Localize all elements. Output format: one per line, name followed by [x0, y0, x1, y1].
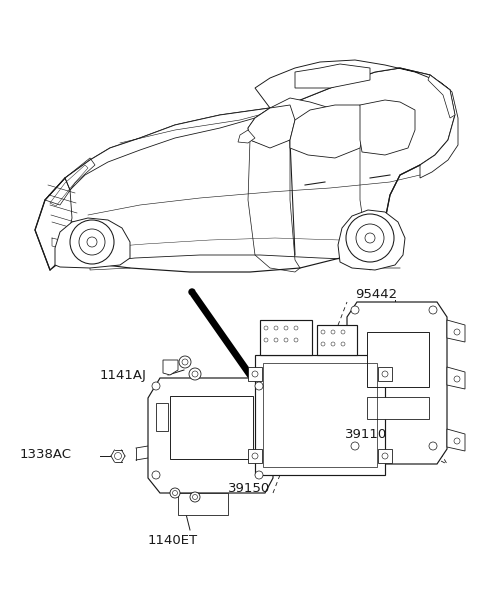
Bar: [170, 396, 253, 459]
Circle shape: [294, 338, 298, 342]
Polygon shape: [360, 100, 415, 155]
Circle shape: [152, 382, 160, 390]
Circle shape: [454, 376, 460, 382]
Circle shape: [172, 490, 178, 496]
Bar: [378, 367, 392, 381]
Bar: [317, 325, 357, 355]
Bar: [367, 397, 429, 419]
Circle shape: [341, 330, 345, 334]
Polygon shape: [55, 218, 130, 268]
Bar: [260, 320, 312, 355]
Text: 1141AJ: 1141AJ: [100, 368, 147, 382]
Circle shape: [255, 471, 263, 479]
Text: 39150: 39150: [228, 482, 270, 494]
Circle shape: [454, 329, 460, 335]
Bar: [378, 449, 392, 463]
Circle shape: [321, 330, 325, 334]
Circle shape: [284, 326, 288, 330]
Circle shape: [331, 330, 335, 334]
Bar: [156, 403, 168, 431]
Circle shape: [87, 237, 97, 247]
Bar: [367, 332, 429, 387]
Polygon shape: [65, 108, 270, 190]
Polygon shape: [347, 302, 447, 464]
Circle shape: [264, 326, 268, 330]
Circle shape: [274, 338, 278, 342]
Circle shape: [152, 471, 160, 479]
Circle shape: [351, 306, 359, 314]
Polygon shape: [447, 320, 465, 342]
Circle shape: [382, 371, 388, 377]
Circle shape: [182, 359, 188, 365]
Polygon shape: [447, 367, 465, 389]
Polygon shape: [248, 98, 330, 145]
Bar: [255, 355, 385, 475]
Circle shape: [429, 442, 437, 450]
Bar: [248, 449, 262, 463]
Polygon shape: [447, 429, 465, 451]
Polygon shape: [35, 68, 455, 272]
Circle shape: [341, 342, 345, 346]
Polygon shape: [163, 360, 178, 375]
Circle shape: [321, 342, 325, 346]
Circle shape: [115, 452, 121, 459]
Polygon shape: [248, 105, 295, 148]
Polygon shape: [428, 75, 455, 118]
Bar: [263, 363, 377, 467]
Circle shape: [252, 371, 258, 377]
Polygon shape: [420, 90, 458, 178]
Polygon shape: [238, 130, 255, 143]
Circle shape: [170, 488, 180, 498]
Polygon shape: [290, 105, 365, 158]
Text: 39110: 39110: [345, 429, 387, 441]
Polygon shape: [148, 378, 273, 493]
Circle shape: [190, 492, 200, 502]
Circle shape: [351, 442, 359, 450]
Circle shape: [79, 229, 105, 255]
Circle shape: [346, 214, 394, 262]
Circle shape: [252, 453, 258, 459]
Circle shape: [264, 338, 268, 342]
Text: 1338AC: 1338AC: [20, 449, 72, 461]
Circle shape: [189, 289, 195, 295]
Circle shape: [284, 338, 288, 342]
Circle shape: [179, 356, 191, 368]
Circle shape: [189, 368, 201, 380]
Circle shape: [429, 306, 437, 314]
Polygon shape: [338, 210, 405, 270]
Circle shape: [255, 382, 263, 390]
Circle shape: [365, 233, 375, 243]
Bar: [178, 493, 228, 515]
Polygon shape: [295, 64, 370, 88]
Circle shape: [192, 371, 198, 377]
Circle shape: [192, 494, 197, 499]
Circle shape: [454, 438, 460, 444]
Bar: [248, 367, 262, 381]
Circle shape: [331, 342, 335, 346]
Circle shape: [70, 220, 114, 264]
Circle shape: [274, 326, 278, 330]
Circle shape: [382, 453, 388, 459]
Polygon shape: [255, 60, 450, 108]
Text: 95442: 95442: [355, 288, 397, 302]
Circle shape: [356, 224, 384, 252]
Text: 1140ET: 1140ET: [148, 534, 198, 546]
Circle shape: [294, 326, 298, 330]
